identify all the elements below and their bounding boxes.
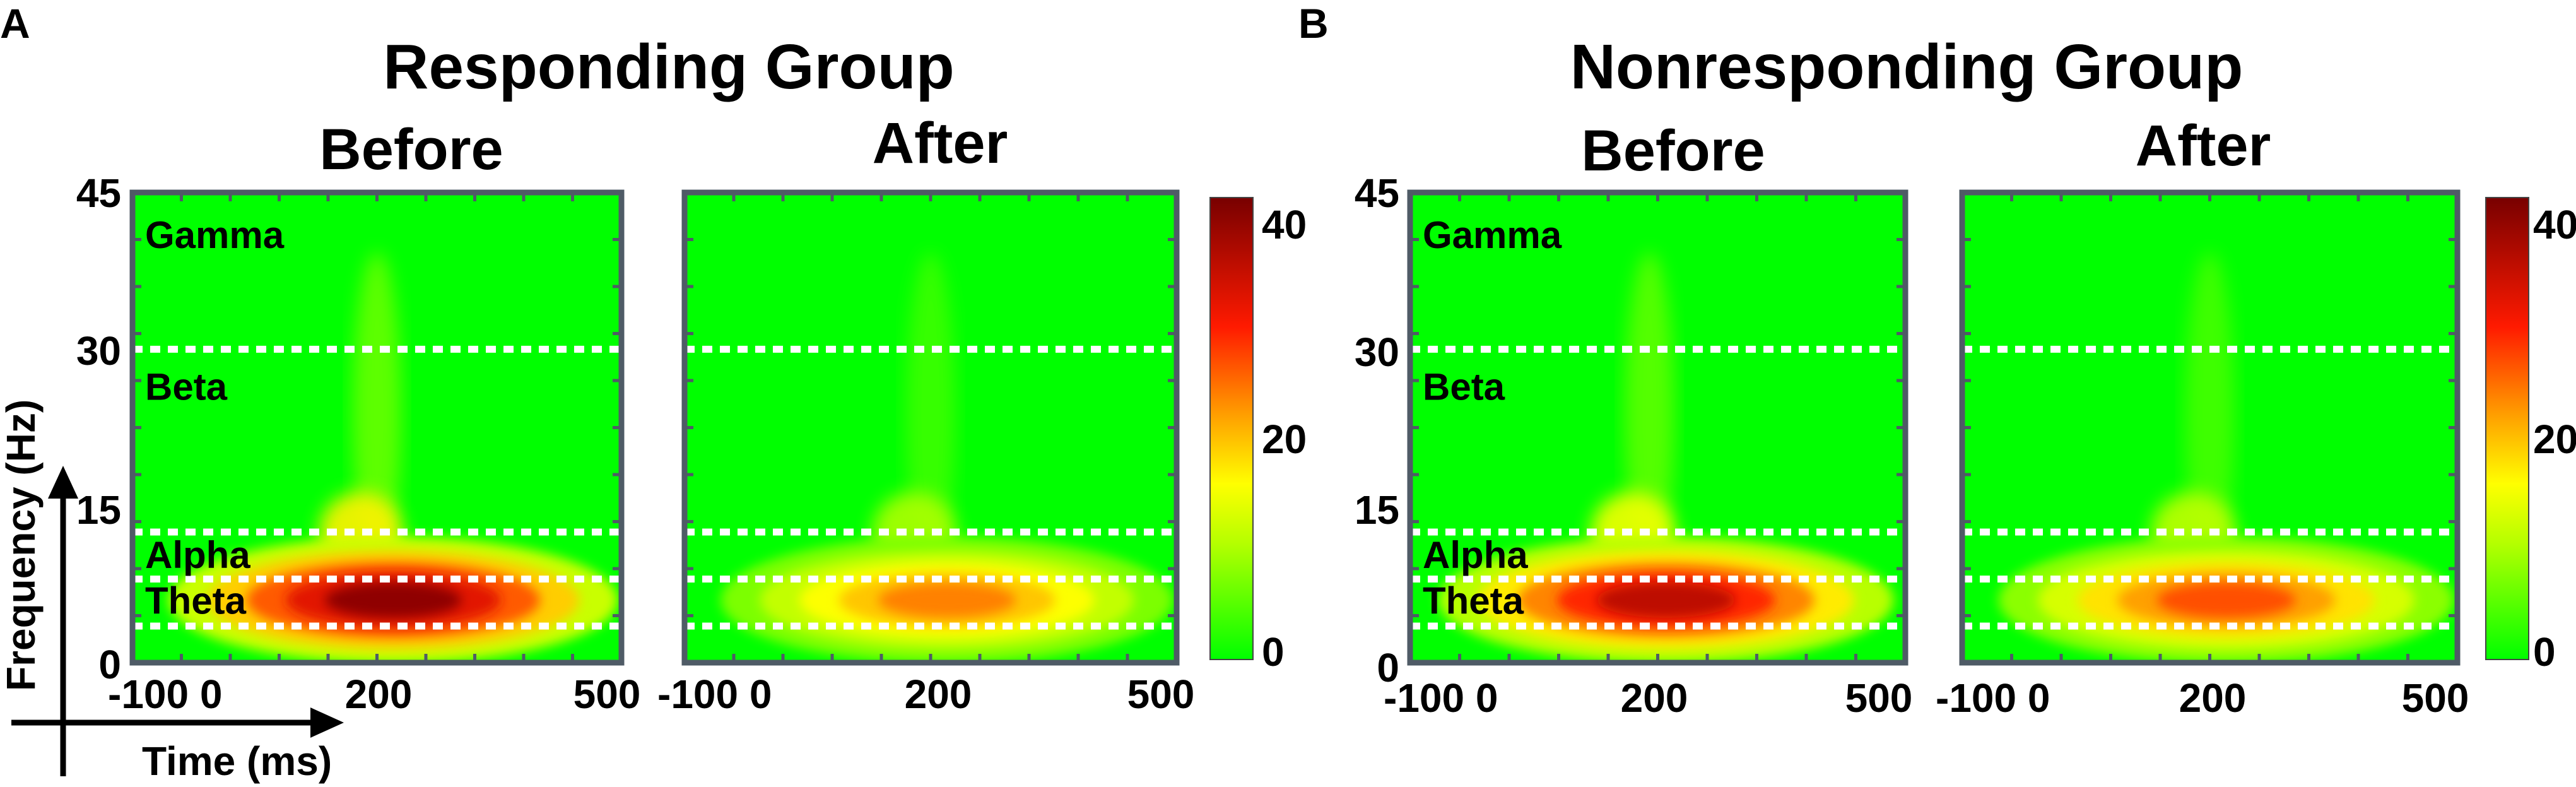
- x-ticks-nonresponding-after: -100 0 200 500: [1936, 675, 2469, 721]
- y-tick-30: 30: [1355, 329, 1399, 375]
- band-label-beta: Beta: [1423, 365, 1505, 408]
- power-streak: [2185, 252, 2235, 572]
- y-ticks-nonresponding: 45 30 15 0: [1355, 170, 1399, 690]
- x-tick-500: 500: [1845, 675, 1913, 721]
- x-tick-start: -100 0: [1384, 675, 1498, 721]
- power-streak: [352, 252, 402, 572]
- frequency-axis-arrowhead: [48, 466, 78, 499]
- colorbar-gradient: [1209, 197, 1254, 660]
- y-axis-title: Frequency (Hz): [0, 399, 44, 691]
- colorbar-tick-40: 40: [1262, 202, 1307, 247]
- axis-guide: Frequency (Hz) Time (ms): [0, 399, 344, 784]
- heatmap-intensity: [168, 252, 618, 663]
- x-tick-start: -100 0: [108, 672, 222, 717]
- power-streak: [1625, 252, 1674, 572]
- colorbar-tick-0: 0: [2533, 629, 2556, 675]
- time-axis-arrowhead: [310, 707, 344, 738]
- x-tick-start: -100 0: [657, 672, 772, 717]
- x-tick-500: 500: [1127, 672, 1195, 717]
- x-tick-200: 200: [905, 672, 972, 717]
- heatmap-responding-after: [681, 189, 1180, 666]
- power-contour: [878, 582, 1016, 618]
- power-contour: [2156, 582, 2296, 618]
- colorbar-responding: 40 20 0: [1209, 197, 1307, 675]
- band-label-theta: Theta: [1423, 580, 1524, 622]
- band-label-gamma: Gamma: [1423, 214, 1562, 256]
- y-tick-30: 30: [76, 328, 121, 374]
- y-tick-45: 45: [1355, 170, 1399, 216]
- band-label-theta: Theta: [145, 580, 247, 622]
- y-tick-15: 15: [1355, 487, 1399, 533]
- band-label-alpha: Alpha: [1423, 534, 1528, 576]
- band-label-alpha: Alpha: [145, 534, 250, 576]
- subtitle-responding-before: Before: [319, 117, 503, 182]
- colorbar-tick-20: 20: [1262, 417, 1307, 462]
- subtitle-responding-after: After: [873, 111, 1008, 175]
- group-title-responding: Responding Group: [383, 32, 954, 102]
- x-axis-title: Time (ms): [142, 738, 332, 784]
- y-ticks-responding: 45 30 15 0: [76, 170, 121, 687]
- colorbar-tick-40: 40: [2533, 202, 2576, 247]
- y-tick-15: 15: [76, 487, 121, 533]
- heatmap-nonresponding-after: [1959, 189, 2461, 666]
- group-title-nonresponding: Nonresponding Group: [1570, 32, 2244, 102]
- colorbar-tick-20: 20: [2533, 417, 2576, 462]
- x-tick-200: 200: [1621, 675, 1688, 721]
- power-contour: [1596, 582, 1736, 618]
- band-label-gamma: Gamma: [145, 214, 285, 256]
- x-ticks-nonresponding-before: -100 0 200 500: [1384, 675, 1912, 721]
- panel-letter-b: B: [1298, 0, 1329, 47]
- y-tick-0: 0: [98, 642, 121, 687]
- colorbar-gradient: [2485, 197, 2529, 660]
- x-tick-500: 500: [2402, 675, 2469, 721]
- x-ticks-responding-after: -100 0 200 500: [657, 672, 1194, 717]
- x-tick-200: 200: [2179, 675, 2247, 721]
- x-tick-500: 500: [573, 672, 641, 717]
- y-tick-45: 45: [76, 170, 121, 216]
- panel-letter-a: A: [0, 0, 30, 47]
- x-ticks-responding-before: -100 0 200 500: [108, 672, 640, 717]
- y-tick-0: 0: [1377, 645, 1399, 690]
- x-tick-start: -100 0: [1936, 675, 2050, 721]
- subtitle-nonresponding-before: Before: [1581, 119, 1765, 183]
- power-contour: [324, 582, 462, 618]
- subtitle-nonresponding-after: After: [2136, 114, 2271, 178]
- x-tick-200: 200: [345, 672, 413, 717]
- colorbar-nonresponding: 40 20 0: [2485, 197, 2576, 675]
- power-streak: [906, 252, 955, 572]
- colorbar-tick-0: 0: [1262, 629, 1285, 675]
- band-label-beta: Beta: [145, 365, 228, 408]
